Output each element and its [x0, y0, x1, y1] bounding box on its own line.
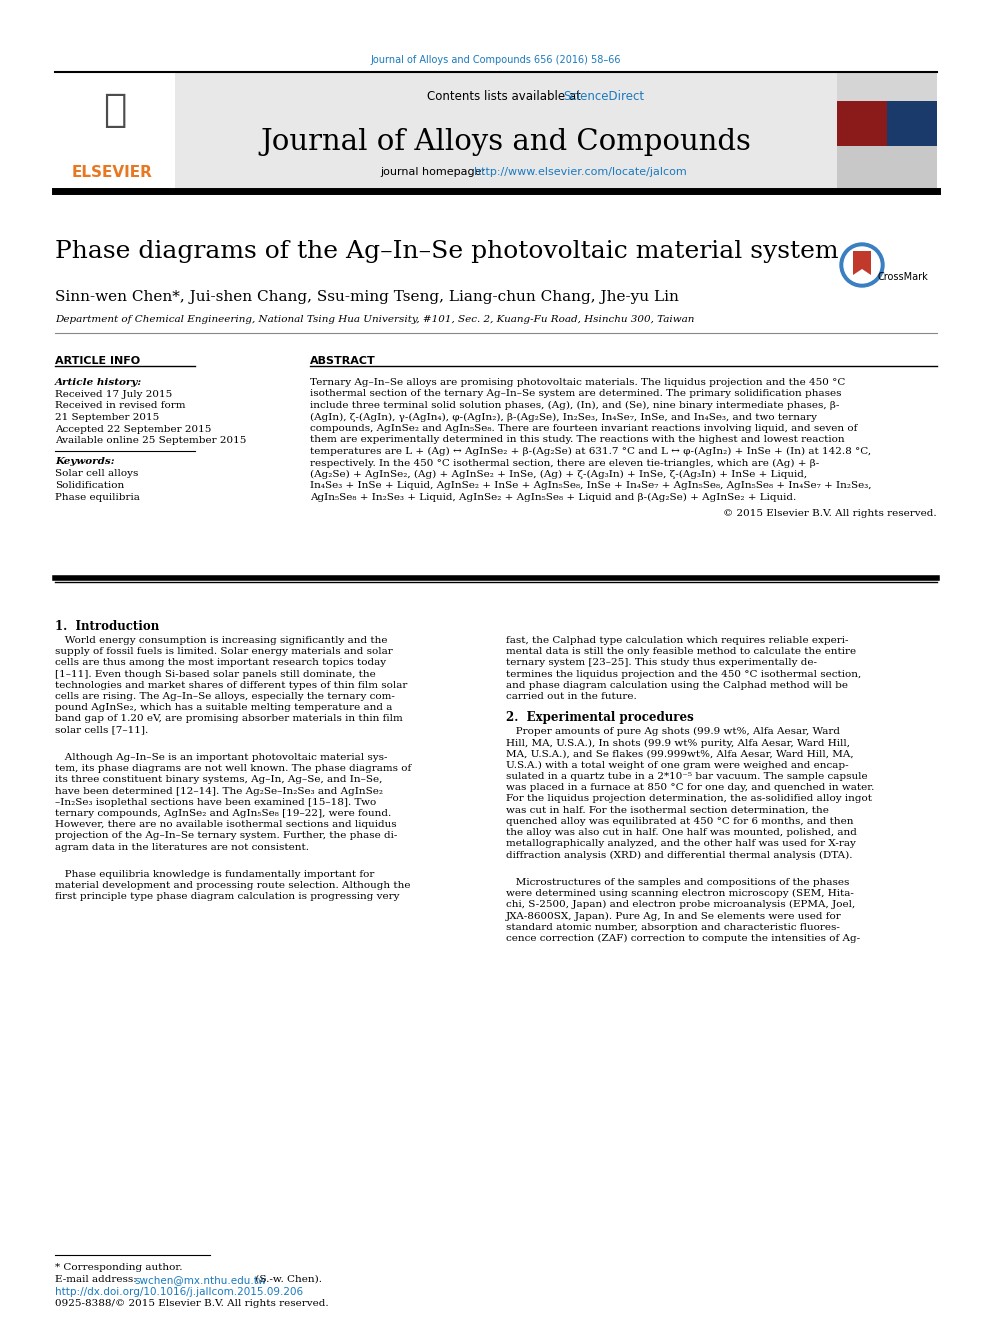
Text: have been determined [12–14]. The Ag₂Se–In₂Se₃ and AgInSe₂: have been determined [12–14]. The Ag₂Se–…: [55, 787, 383, 795]
Text: tem, its phase diagrams are not well known. The phase diagrams of: tem, its phase diagrams are not well kno…: [55, 765, 412, 773]
Text: (S.-w. Chen).: (S.-w. Chen).: [252, 1275, 322, 1285]
Text: Although Ag–In–Se is an important photovoltaic material sys-: Although Ag–In–Se is an important photov…: [55, 753, 388, 762]
Text: 1.  Introduction: 1. Introduction: [55, 620, 160, 632]
Text: standard atomic number, absorption and characteristic fluores-: standard atomic number, absorption and c…: [506, 922, 840, 931]
Text: [1–11]. Even though Si-based solar panels still dominate, the: [1–11]. Even though Si-based solar panel…: [55, 669, 376, 679]
Text: For the liquidus projection determination, the as-solidified alloy ingot: For the liquidus projection determinatio…: [506, 794, 872, 803]
Text: the alloy was also cut in half. One half was mounted, polished, and: the alloy was also cut in half. One half…: [506, 828, 857, 837]
Text: isothermal section of the ternary Ag–In–Se system are determined. The primary so: isothermal section of the ternary Ag–In–…: [310, 389, 841, 398]
Bar: [837, 73, 937, 101]
Text: swchen@mx.nthu.edu.tw: swchen@mx.nthu.edu.tw: [134, 1275, 267, 1285]
Text: Ternary Ag–In–Se alloys are promising photovoltaic materials. The liquidus proje: Ternary Ag–In–Se alloys are promising ph…: [310, 378, 845, 388]
Text: supply of fossil fuels is limited. Solar energy materials and solar: supply of fossil fuels is limited. Solar…: [55, 647, 393, 656]
Text: material development and processing route selection. Although the: material development and processing rout…: [55, 881, 411, 890]
Text: metallographically analyzed, and the other half was used for X-ray: metallographically analyzed, and the oth…: [506, 839, 856, 848]
Text: (AgIn), ζ-(AgIn), γ-(AgIn₄), φ-(AgIn₂), β-(Ag₂Se), In₂Se₃, In₄Se₇, InSe, and In₄: (AgIn), ζ-(AgIn), γ-(AgIn₄), φ-(AgIn₂), …: [310, 413, 817, 422]
Bar: [837, 73, 937, 191]
Text: Solar cell alloys: Solar cell alloys: [55, 470, 138, 479]
Text: 2.  Experimental procedures: 2. Experimental procedures: [506, 712, 693, 724]
Bar: [837, 101, 887, 146]
Circle shape: [840, 243, 884, 287]
Text: ternary system [23–25]. This study thus experimentally de-: ternary system [23–25]. This study thus …: [506, 659, 817, 667]
Text: 21 September 2015: 21 September 2015: [55, 413, 160, 422]
Text: Journal of Alloys and Compounds: Journal of Alloys and Compounds: [261, 128, 751, 156]
Bar: [55, 73, 175, 191]
Text: U.S.A.) with a total weight of one gram were weighed and encap-: U.S.A.) with a total weight of one gram …: [506, 761, 848, 770]
Text: and phase diagram calculation using the Calphad method will be: and phase diagram calculation using the …: [506, 681, 848, 689]
Text: carried out in the future.: carried out in the future.: [506, 692, 637, 701]
Text: projection of the Ag–In–Se ternary system. Further, the phase di-: projection of the Ag–In–Se ternary syste…: [55, 831, 398, 840]
Text: ternary compounds, AgInSe₂ and AgIn₅Se₈ [19–22], were found.: ternary compounds, AgInSe₂ and AgIn₅Se₈ …: [55, 808, 391, 818]
Text: cells are thus among the most important research topics today: cells are thus among the most important …: [55, 659, 386, 667]
Text: However, there are no available isothermal sections and liquidus: However, there are no available isotherm…: [55, 820, 397, 830]
Text: include three terminal solid solution phases, (Ag), (In), and (Se), nine binary : include three terminal solid solution ph…: [310, 401, 839, 410]
Text: fast, the Calphad type calculation which requires reliable experi-: fast, the Calphad type calculation which…: [506, 636, 848, 646]
Text: diffraction analysis (XRD) and differential thermal analysis (DTA).: diffraction analysis (XRD) and different…: [506, 851, 852, 860]
Text: AgIn₅Se₈ + In₂Se₃ + Liquid, AgInSe₂ + AgIn₅Se₈ + Liquid and β-(Ag₂Se) + AgInSe₂ : AgIn₅Se₈ + In₂Se₃ + Liquid, AgInSe₂ + Ag…: [310, 493, 797, 503]
Text: http://www.elsevier.com/locate/jalcom: http://www.elsevier.com/locate/jalcom: [474, 167, 686, 177]
Text: –In₂Se₃ isoplethal sections have been examined [15–18]. Two: –In₂Se₃ isoplethal sections have been ex…: [55, 798, 376, 807]
Text: respectively. In the 450 °C isothermal section, there are eleven tie-triangles, : respectively. In the 450 °C isothermal s…: [310, 459, 819, 467]
Text: (Ag₂Se) + AgInSe₂, (Ag) + AgInSe₂ + InSe, (Ag) + ζ-(Ag₃In) + InSe, ζ-(Ag₃In) + I: (Ag₂Se) + AgInSe₂, (Ag) + AgInSe₂ + InSe…: [310, 470, 807, 479]
Text: Sinn-wen Chen*, Jui-shen Chang, Ssu-ming Tseng, Liang-chun Chang, Jhe-yu Lin: Sinn-wen Chen*, Jui-shen Chang, Ssu-ming…: [55, 290, 679, 304]
Text: quenched alloy was equilibrated at 450 °C for 6 months, and then: quenched alloy was equilibrated at 450 °…: [506, 816, 853, 826]
Bar: [887, 101, 937, 146]
Text: compounds, AgInSe₂ and AgIn₅Se₈. There are fourteen invariant reactions involvin: compounds, AgInSe₂ and AgIn₅Se₈. There a…: [310, 423, 857, 433]
Text: them are experimentally determined in this study. The reactions with the highest: them are experimentally determined in th…: [310, 435, 844, 445]
Text: was cut in half. For the isothermal section determination, the: was cut in half. For the isothermal sect…: [506, 806, 829, 815]
Text: © 2015 Elsevier B.V. All rights reserved.: © 2015 Elsevier B.V. All rights reserved…: [723, 508, 937, 517]
Text: technologies and market shares of different types of thin film solar: technologies and market shares of differ…: [55, 681, 408, 689]
Text: MA, U.S.A.), and Se flakes (99.999wt%, Alfa Aesar, Ward Hill, MA,: MA, U.S.A.), and Se flakes (99.999wt%, A…: [506, 750, 854, 758]
Text: cence correction (ZAF) correction to compute the intensities of Ag-: cence correction (ZAF) correction to com…: [506, 934, 860, 943]
Text: Article history:: Article history:: [55, 378, 142, 388]
Bar: [175, 73, 837, 191]
Text: Contents lists available at: Contents lists available at: [428, 90, 585, 103]
Text: JXA-8600SX, Japan). Pure Ag, In and Se elements were used for: JXA-8600SX, Japan). Pure Ag, In and Se e…: [506, 912, 842, 921]
Circle shape: [844, 247, 880, 283]
Text: Available online 25 September 2015: Available online 25 September 2015: [55, 437, 246, 445]
Text: E-mail address:: E-mail address:: [55, 1275, 140, 1285]
Text: Journal of Alloys and Compounds 656 (2016) 58–66: Journal of Alloys and Compounds 656 (201…: [371, 56, 621, 65]
Text: Received in revised form: Received in revised form: [55, 401, 186, 410]
Text: Proper amounts of pure Ag shots (99.9 wt%, Alfa Aesar, Ward: Proper amounts of pure Ag shots (99.9 wt…: [506, 728, 840, 737]
Text: termines the liquidus projection and the 450 °C isothermal section,: termines the liquidus projection and the…: [506, 669, 861, 679]
Text: ScienceDirect: ScienceDirect: [563, 90, 644, 103]
Text: World energy consumption is increasing significantly and the: World energy consumption is increasing s…: [55, 636, 388, 646]
Text: Phase diagrams of the Ag–In–Se photovoltaic material system: Phase diagrams of the Ag–In–Se photovolt…: [55, 239, 838, 263]
Text: ELSEVIER: ELSEVIER: [72, 165, 153, 180]
Text: band gap of 1.20 eV, are promising absorber materials in thin film: band gap of 1.20 eV, are promising absor…: [55, 714, 403, 724]
Text: Accepted 22 September 2015: Accepted 22 September 2015: [55, 425, 211, 434]
Text: CrossMark: CrossMark: [877, 273, 928, 282]
Text: journal homepage:: journal homepage:: [380, 167, 489, 177]
Text: sulated in a quartz tube in a 2*10⁻⁵ bar vacuum. The sample capsule: sulated in a quartz tube in a 2*10⁻⁵ bar…: [506, 773, 868, 781]
Text: Keywords:: Keywords:: [55, 458, 115, 467]
Text: first principle type phase diagram calculation is progressing very: first principle type phase diagram calcu…: [55, 893, 400, 901]
Text: Department of Chemical Engineering, National Tsing Hua University, #101, Sec. 2,: Department of Chemical Engineering, Nati…: [55, 315, 694, 324]
Text: ABSTRACT: ABSTRACT: [310, 356, 376, 366]
Text: was placed in a furnace at 850 °C for one day, and quenched in water.: was placed in a furnace at 850 °C for on…: [506, 783, 874, 792]
Text: mental data is still the only feasible method to calculate the entire: mental data is still the only feasible m…: [506, 647, 856, 656]
Text: Phase equilibria knowledge is fundamentally important for: Phase equilibria knowledge is fundamenta…: [55, 871, 374, 878]
Text: solar cells [7–11].: solar cells [7–11].: [55, 725, 148, 734]
Text: its three constituent binary systems, Ag–In, Ag–Se, and In–Se,: its three constituent binary systems, Ag…: [55, 775, 382, 785]
Text: Hill, MA, U.S.A.), In shots (99.9 wt% purity, Alfa Aesar, Ward Hill,: Hill, MA, U.S.A.), In shots (99.9 wt% pu…: [506, 738, 850, 747]
Text: ARTICLE INFO: ARTICLE INFO: [55, 356, 140, 366]
Text: Received 17 July 2015: Received 17 July 2015: [55, 390, 173, 400]
Text: http://dx.doi.org/10.1016/j.jallcom.2015.09.206: http://dx.doi.org/10.1016/j.jallcom.2015…: [55, 1287, 304, 1297]
Text: pound AgInSe₂, which has a suitable melting temperature and a: pound AgInSe₂, which has a suitable melt…: [55, 704, 393, 712]
Text: 0925-8388/© 2015 Elsevier B.V. All rights reserved.: 0925-8388/© 2015 Elsevier B.V. All right…: [55, 1299, 328, 1308]
Text: agram data in the literatures are not consistent.: agram data in the literatures are not co…: [55, 843, 309, 852]
Text: chi, S-2500, Japan) and electron probe microanalysis (EPMA, Joel,: chi, S-2500, Japan) and electron probe m…: [506, 900, 855, 909]
Text: Phase equilibria: Phase equilibria: [55, 492, 140, 501]
Text: Solidification: Solidification: [55, 482, 124, 490]
Text: cells are rising. The Ag–In–Se alloys, especially the ternary com-: cells are rising. The Ag–In–Se alloys, e…: [55, 692, 395, 701]
Polygon shape: [853, 251, 871, 275]
Text: temperatures are L + (Ag) ↔ AgInSe₂ + β-(Ag₂Se) at 631.7 °C and L ↔ φ-(AgIn₂) + : temperatures are L + (Ag) ↔ AgInSe₂ + β-…: [310, 447, 871, 456]
Text: In₄Se₃ + InSe + Liquid, AgInSe₂ + InSe + AgIn₅Se₈, InSe + In₄Se₇ + AgIn₅Se₈, AgI: In₄Se₃ + InSe + Liquid, AgInSe₂ + InSe +…: [310, 482, 872, 491]
Bar: [837, 146, 937, 191]
Text: Microstructures of the samples and compositions of the phases: Microstructures of the samples and compo…: [506, 877, 849, 886]
Text: * Corresponding author.: * Corresponding author.: [55, 1263, 183, 1271]
Text: were determined using scanning electron microscopy (SEM, Hita-: were determined using scanning electron …: [506, 889, 854, 898]
Text: 🌿: 🌿: [103, 91, 127, 130]
